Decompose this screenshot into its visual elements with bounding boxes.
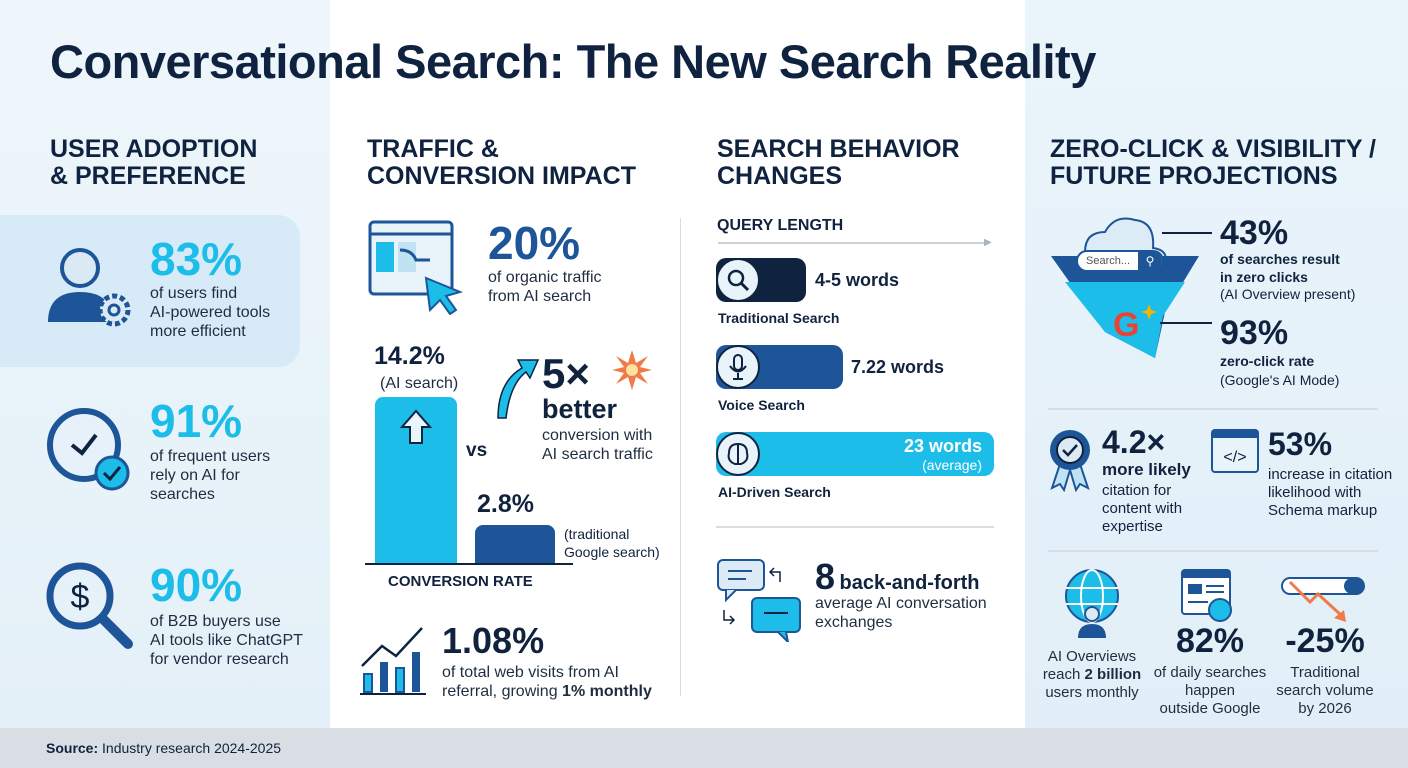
ai-mode-value: 93% — [1220, 314, 1289, 352]
conversation-bold: back-and-forth — [839, 572, 980, 594]
conversation-text: average AI conversation exchanges — [815, 595, 987, 631]
chart-baseline — [365, 563, 573, 565]
source-label: Source: — [46, 740, 99, 756]
user-gear-icon — [48, 248, 131, 327]
curved-arrow-icon — [497, 359, 540, 419]
search-icon — [716, 258, 760, 302]
zero-click-value: 43% — [1220, 214, 1289, 252]
stat-text: of users find AI-powered tools more effi… — [150, 285, 271, 340]
search-button-icon[interactable]: ⚲ — [1138, 251, 1162, 271]
funnel-icon: G — [1051, 217, 1199, 358]
overviews-pre: AI Overviews reach — [1042, 648, 1137, 683]
microphone-icon — [716, 345, 760, 389]
traditional-conversion-value: 2.8% — [477, 490, 534, 518]
column-divider — [680, 218, 681, 696]
expertise-bold: more likely — [1102, 460, 1191, 479]
search-decline-icon — [1281, 577, 1365, 622]
query-value: 23 words — [903, 436, 982, 456]
source-text: Industry research 2024-2025 — [98, 740, 282, 756]
stat-text: of B2B buyers use AI tools like ChatGPT … — [150, 613, 303, 668]
axis-arrow-icon: ▶ — [984, 237, 992, 248]
section-heading-adoption: USER ADOPTION & PREFERENCE — [50, 135, 258, 190]
multiplier-text: conversion with AI search traffic — [542, 427, 653, 463]
ai-mode-text: (Google's AI Mode) — [1220, 372, 1340, 388]
expertise-text: citation for content with expertise — [1102, 482, 1183, 535]
stat-value: 91% — [150, 395, 243, 447]
schema-value: 53% — [1268, 426, 1333, 462]
bar-ai-query: 23 words (average) — [716, 432, 994, 476]
zero-click-text: (AI Overview present) — [1220, 286, 1356, 302]
stat-text: of frequent users rely on AI for searche… — [150, 448, 271, 503]
burst-icon — [612, 350, 652, 390]
stat-value: 83% — [150, 233, 243, 285]
section-divider — [1048, 408, 1378, 410]
award-badge-icon — [1050, 430, 1090, 492]
outside-google-value: 82% — [1175, 622, 1245, 660]
referral-text-bold: 1% monthly — [562, 683, 652, 700]
query-length-title: QUERY LENGTH — [717, 217, 844, 234]
brain-icon — [716, 432, 760, 476]
query-value: 7.22 words — [851, 357, 945, 377]
code-window-icon: </> — [1211, 429, 1259, 473]
page-title: Conversational Search: The New Search Re… — [50, 35, 1096, 88]
section-heading-traffic: TRAFFIC & CONVERSION IMPACT — [367, 135, 636, 190]
traffic-value: 20% — [488, 217, 581, 269]
globe-users-icon — [1065, 569, 1119, 638]
query-value: 4-5 words — [815, 270, 900, 290]
stat-value: 90% — [150, 559, 243, 611]
outside-google-text: of daily searches happen outside Google — [1153, 664, 1267, 717]
web-page-globe-icon — [1181, 569, 1232, 622]
decline-text: Traditional search volume by 2026 — [1276, 664, 1374, 717]
dollar-search-icon: $ — [46, 562, 133, 649]
query-label: Voice Search — [718, 397, 805, 413]
expertise-value: 4.2× — [1102, 424, 1166, 460]
browser-cursor-icon — [368, 220, 464, 315]
chat-exchange-icon — [717, 559, 801, 642]
multiplier-word: better — [542, 394, 618, 424]
svg-text:G: G — [1113, 306, 1139, 344]
section-divider — [1048, 550, 1378, 552]
vs-label: vs — [466, 440, 488, 461]
arrow-up-icon — [399, 409, 433, 444]
traditional-conversion-label: (traditional Google search) — [564, 526, 660, 560]
overviews-bold: 2 billion — [1084, 666, 1142, 683]
query-sub: (average) — [922, 457, 982, 473]
traffic-text: of organic traffic from AI search — [488, 269, 602, 305]
query-label: Traditional Search — [718, 310, 840, 326]
connector-line — [1162, 232, 1212, 234]
multiplier-value: 5× — [542, 350, 590, 397]
ai-conversion-label: (AI search) — [380, 375, 459, 392]
overviews-post: users monthly — [1045, 684, 1139, 701]
clock-check-icon — [47, 408, 130, 491]
growth-chart-icon — [360, 627, 426, 695]
ai-mode-bold: zero-click rate — [1220, 353, 1315, 369]
highlight-card — [0, 215, 300, 367]
schema-text: increase in citation likelihood with Sch… — [1268, 466, 1393, 519]
chart-axis-label: CONVERSION RATE — [388, 573, 533, 590]
section-divider — [716, 526, 994, 528]
bar-ai-search — [375, 397, 457, 563]
referral-text-main: of total web visits from AI referral, gr… — [442, 664, 619, 700]
overviews-text: AI Overviews reach 2 billion users month… — [1030, 648, 1154, 702]
referral-text: of total web visits from AI referral, gr… — [442, 663, 652, 701]
conversation-value: 8 — [815, 556, 836, 597]
bar-traditional-search — [475, 525, 555, 563]
query-label: AI-Driven Search — [718, 484, 831, 500]
conversation-stat: 8 back-and-forth — [815, 556, 979, 598]
section-heading-zero-click: ZERO-CLICK & VISIBILITY / FUTURE PROJECT… — [1050, 135, 1376, 190]
ai-conversion-value: 14.2% — [374, 342, 445, 370]
referral-value: 1.08% — [442, 620, 545, 661]
svg-text:</>: </> — [1223, 449, 1246, 466]
source-footer: Source: Industry research 2024-2025 — [0, 728, 1408, 768]
decline-value: -25% — [1285, 622, 1365, 660]
connector-line — [1160, 322, 1212, 324]
query-axis — [718, 242, 988, 244]
section-heading-behavior: SEARCH BEHAVIOR CHANGES — [717, 135, 960, 190]
svg-text:$: $ — [71, 578, 90, 616]
zero-click-bold: of searches result in zero clicks — [1220, 251, 1340, 285]
